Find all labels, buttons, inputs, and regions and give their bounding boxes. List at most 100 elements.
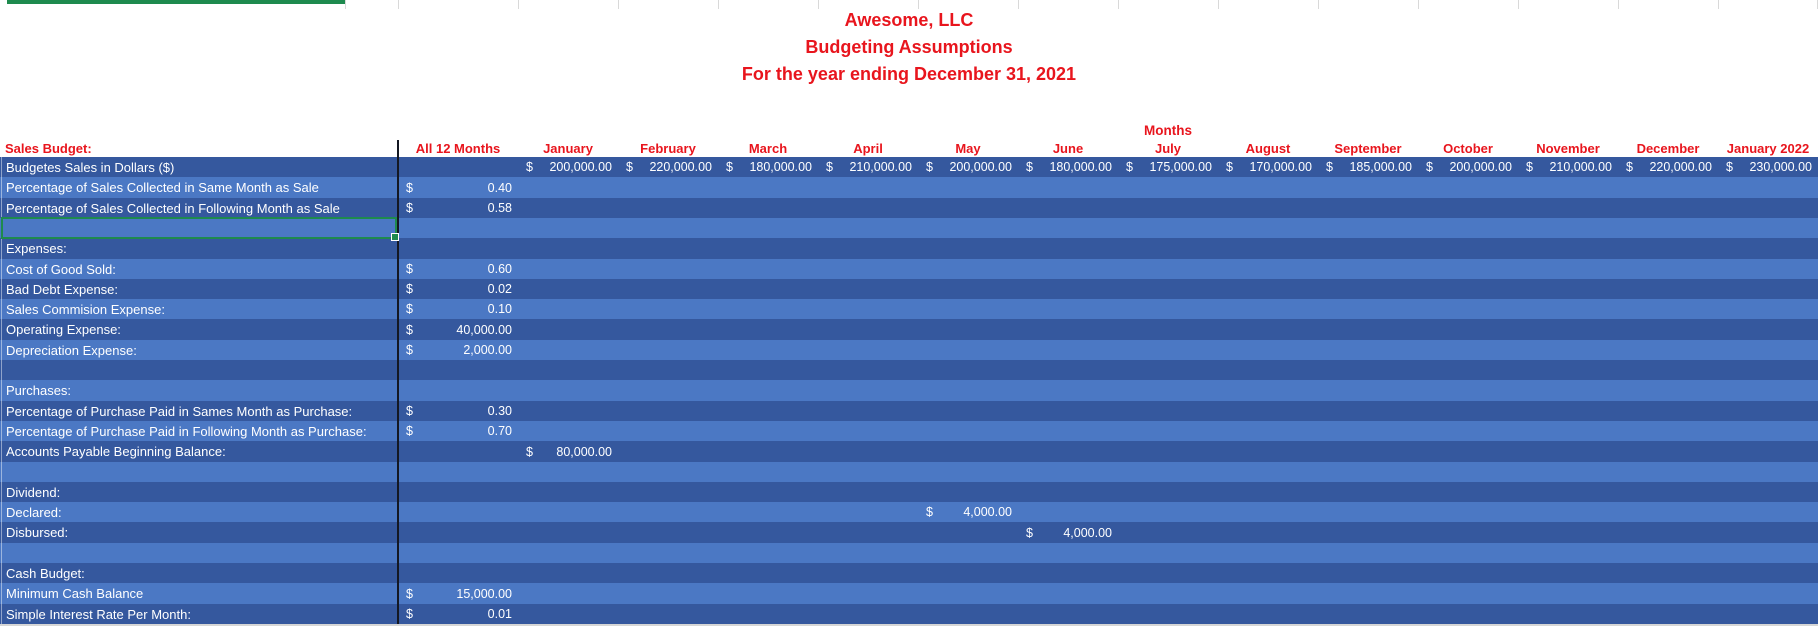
cell-value: 80,000.00 — [556, 444, 612, 459]
cell-value: 175,000.00 — [1149, 160, 1212, 174]
table-row: Cost of Good Sold: $0.60 — [0, 259, 1818, 279]
value-cell-all12[interactable]: $15,000.00 — [398, 583, 518, 604]
column-header-mar[interactable]: March — [748, 141, 788, 156]
row-label-cell[interactable]: Percentage of Sales Collected in Same Mo… — [6, 180, 319, 195]
column-header-jul[interactable]: July — [1154, 141, 1181, 156]
value-cell-all12[interactable]: $0.58 — [398, 198, 518, 218]
currency-symbol: $ — [526, 444, 533, 459]
title-block: Awesome, LLC Budgeting Assumptions For t… — [0, 7, 1818, 88]
gridline — [1718, 0, 1719, 9]
value-cell-may[interactable]: $4,000.00 — [918, 502, 1018, 522]
value-cell-may[interactable]: $200,000.00 — [918, 157, 1018, 177]
value-cell-apr[interactable]: $210,000.00 — [818, 157, 918, 177]
column-header-nov[interactable]: November — [1536, 141, 1600, 156]
value-cell-all12[interactable]: $0.40 — [398, 177, 518, 198]
report-title[interactable]: Budgeting Assumptions — [805, 37, 1013, 57]
row-label-cell[interactable]: Declared: — [6, 504, 62, 520]
currency-symbol: $ — [406, 404, 413, 418]
currency-symbol: $ — [1626, 160, 1633, 174]
cell-value: 0.60 — [487, 262, 512, 276]
value-cell-jan22[interactable]: $230,000.00 — [1718, 157, 1818, 177]
value-cell-sep[interactable]: $185,000.00 — [1318, 157, 1418, 177]
row-label-cell[interactable]: Percentage of Purchase Paid in Sames Mon… — [6, 403, 353, 419]
column-header-sep[interactable]: September — [1334, 141, 1402, 156]
column-header-jan22[interactable]: January 2022 — [1726, 141, 1810, 156]
value-cell-oct[interactable]: $200,000.00 — [1418, 157, 1518, 177]
value-cell-all12[interactable]: $40,000.00 — [398, 319, 518, 340]
period-title[interactable]: For the year ending December 31, 2021 — [741, 64, 1077, 84]
column-header-dec[interactable]: December — [1636, 141, 1700, 156]
value-cell-all12[interactable]: $2,000.00 — [398, 340, 518, 360]
column-header-jun[interactable]: June — [1052, 141, 1084, 156]
fill-handle[interactable] — [391, 233, 399, 241]
row-label-cell[interactable]: Disbursed: — [6, 525, 69, 540]
row-label-cell[interactable]: Minimum Cash Balance — [6, 586, 144, 601]
value-cell-aug[interactable]: $170,000.00 — [1218, 157, 1318, 177]
gridline — [398, 0, 399, 9]
row-label-cell[interactable]: Simple Interest Rate Per Month: — [6, 606, 191, 622]
column-header-oct[interactable]: October — [1443, 141, 1493, 156]
row-label-cell[interactable]: Budgetes Sales in Dollars ($) — [6, 159, 175, 175]
column-header-apr[interactable]: April — [853, 141, 883, 156]
value-cell-jun[interactable]: $4,000.00 — [1018, 522, 1118, 543]
value-cell-jan[interactable]: $200,000.00 — [518, 157, 618, 177]
row-label-cell[interactable] — [0, 360, 398, 380]
row-label-cell[interactable] — [0, 543, 398, 563]
table-row: Bad Debt Expense: $0.02 — [0, 279, 1818, 299]
table-row: Declared: $4,000.00 — [0, 502, 1818, 522]
gridline — [518, 0, 519, 9]
row-label-cell[interactable]: Percentage of Purchase Paid in Following… — [6, 423, 367, 439]
value-cell-all12[interactable]: $0.10 — [398, 299, 518, 319]
value-cell-feb[interactable]: $220,000.00 — [618, 157, 718, 177]
currency-symbol: $ — [1726, 160, 1733, 174]
value-cell-all12[interactable]: $0.70 — [398, 421, 518, 441]
gridline — [1418, 0, 1419, 9]
value-cell-nov[interactable]: $210,000.00 — [1518, 157, 1618, 177]
row-label-cell[interactable]: Dividend: — [6, 484, 61, 500]
value-cell-all12[interactable]: $0.60 — [398, 259, 518, 279]
gridline — [345, 0, 346, 9]
cell-value: 180,000.00 — [1049, 160, 1112, 174]
cell-value: 180,000.00 — [749, 160, 812, 174]
value-cell-all12[interactable]: $0.02 — [398, 279, 518, 299]
table-row: Expenses: — [0, 238, 1818, 259]
value-cell-jul[interactable]: $175,000.00 — [1118, 157, 1218, 177]
value-cell-mar[interactable]: $180,000.00 — [718, 157, 818, 177]
value-cell-jan[interactable]: $80,000.00 — [518, 441, 618, 462]
currency-symbol: $ — [406, 262, 413, 276]
column-header-feb[interactable]: February — [640, 141, 696, 156]
row-label-cell[interactable]: Expenses: — [6, 241, 67, 256]
row-label-cell[interactable]: Accounts Payable Beginning Balance: — [6, 444, 226, 459]
company-title[interactable]: Awesome, LLC — [844, 10, 974, 30]
cell-value: 185,000.00 — [1349, 160, 1412, 174]
column-header-may[interactable]: May — [955, 141, 981, 156]
sales-budget-label[interactable]: Sales Budget: — [5, 141, 92, 156]
row-label-cell[interactable]: Sales Commision Expense: — [6, 301, 165, 317]
gridline — [918, 0, 919, 9]
table-row: Percentage of Purchase Paid in Following… — [0, 421, 1818, 441]
row-label-cell[interactable]: Cash Budget: — [6, 565, 85, 581]
row-label-cell[interactable]: Depreciation Expense: — [6, 342, 137, 358]
currency-symbol: $ — [406, 322, 413, 337]
row-label-cell[interactable] — [0, 462, 398, 482]
value-cell-all12[interactable]: $0.01 — [398, 604, 518, 624]
table-row — [0, 218, 1818, 238]
row-label-cell[interactable]: Operating Expense: — [6, 322, 121, 337]
value-cell-jun[interactable]: $180,000.00 — [1018, 157, 1118, 177]
table-row: Operating Expense: $40,000.00 — [0, 319, 1818, 340]
row-label-cell[interactable]: Bad Debt Expense: — [6, 281, 119, 297]
value-cell-all12[interactable]: $0.30 — [398, 401, 518, 421]
column-header-all12[interactable]: All 12 Months — [415, 141, 501, 156]
currency-symbol: $ — [406, 607, 413, 621]
currency-symbol: $ — [406, 586, 413, 601]
column-header-jan[interactable]: January — [543, 141, 593, 156]
row-label-cell[interactable]: Percentage of Sales Collected in Followi… — [6, 200, 340, 216]
column-header-aug[interactable]: August — [1245, 141, 1291, 156]
value-cell-dec[interactable]: $220,000.00 — [1618, 157, 1718, 177]
currency-symbol: $ — [1326, 160, 1333, 174]
gridline — [1118, 0, 1119, 9]
gridline — [618, 0, 619, 9]
row-label-cell[interactable]: Purchases: — [6, 383, 72, 398]
row-label-cell[interactable]: Cost of Good Sold: — [6, 261, 116, 277]
